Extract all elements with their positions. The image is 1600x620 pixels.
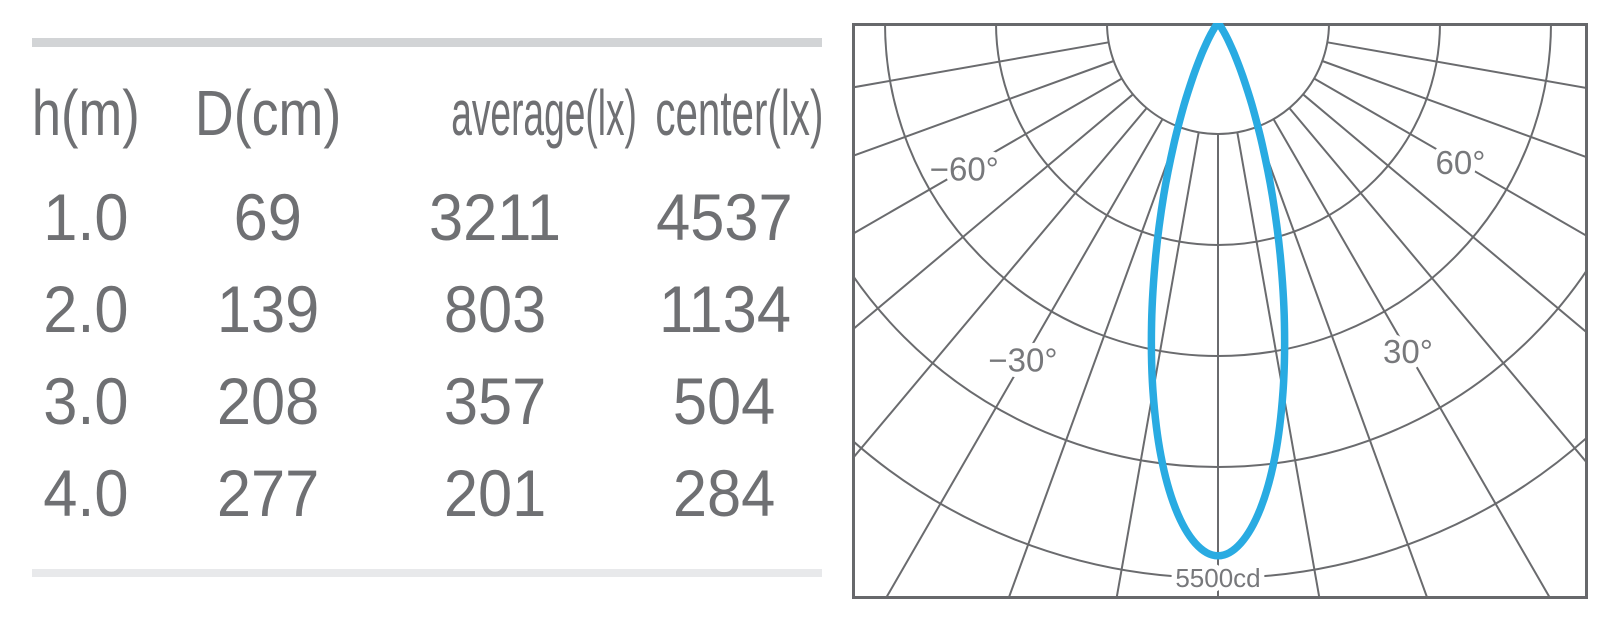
- header-cell-d: D(cm): [152, 67, 384, 159]
- table-bottom-rule: [32, 569, 822, 577]
- polar-ring: [852, 435, 1588, 579]
- table-header: h(m) D(cm) average(lx) center(lx): [20, 67, 843, 159]
- table-cell: 357: [443, 364, 547, 438]
- polar-spoke: [1302, 93, 1588, 335]
- intensity-curve: [1147, 23, 1289, 560]
- polar-grid-spokes: [852, 41, 1588, 599]
- table-cell: 69: [233, 180, 303, 254]
- polar-grid-rings: [852, 23, 1588, 579]
- radial-scale-label: 5500cd: [1175, 563, 1260, 593]
- table-cell: 139: [216, 272, 320, 346]
- polar-spoke: [884, 118, 1164, 599]
- table-cell: 3.0: [43, 364, 129, 438]
- table-rows: 1.0 69 3211 4537 2.0 139 803 1134 3.0 208 357 504 4.…: [20, 171, 843, 539]
- table-row: 3.0 208 357 504: [20, 355, 843, 447]
- polar-spoke: [852, 41, 1109, 89]
- polar-spoke: [852, 60, 1115, 158]
- header-label: average(lx): [451, 77, 637, 149]
- table-cell: 803: [443, 272, 547, 346]
- table-row: 4.0 277 201 284: [20, 447, 843, 539]
- table-cell: 4537: [656, 180, 793, 254]
- polar-spoke: [1313, 77, 1588, 238]
- header-cell-average: average(lx): [384, 67, 637, 159]
- table-cell: 1.0: [43, 180, 129, 254]
- polar-ring: [1106, 23, 1330, 135]
- polar-spoke: [852, 107, 1148, 461]
- polar-spoke: [1236, 132, 1321, 599]
- table-cell: 208: [216, 364, 320, 438]
- polar-spoke: [1272, 118, 1552, 599]
- header-cell-center: center(lx): [606, 67, 843, 159]
- table-cell: 1134: [658, 272, 791, 346]
- angle-label-plus60: 60°: [1436, 144, 1486, 181]
- polar-spoke: [1007, 126, 1181, 599]
- table-cell: 277: [216, 456, 320, 530]
- table-top-rule: [32, 38, 822, 47]
- polar-spoke: [1321, 60, 1588, 159]
- table-cell: 284: [673, 456, 776, 530]
- table-cell: 3211: [428, 180, 562, 254]
- polar-spoke: [852, 77, 1123, 236]
- polar-spoke: [1255, 126, 1429, 599]
- header-label: h(m): [32, 77, 140, 149]
- polar-intensity-diagram: −60° −30° 30° 60° 5500cd: [852, 23, 1588, 599]
- angle-label-minus30: −30°: [988, 342, 1057, 379]
- diagram-border: [852, 23, 1588, 599]
- table-cell: 201: [443, 456, 547, 530]
- header-label: center(lx): [655, 77, 824, 149]
- angle-label-plus30: 30°: [1383, 333, 1433, 370]
- angle-label-minus60: −60°: [930, 151, 999, 188]
- table-row: 2.0 139 803 1134: [20, 263, 843, 355]
- header-cell-h: h(m): [20, 67, 152, 159]
- table-row: 1.0 69 3211 4537: [20, 171, 843, 263]
- polar-spoke: [1327, 41, 1588, 90]
- polar-spoke: [1288, 107, 1588, 466]
- table-cell: 2.0: [43, 272, 129, 346]
- header-label: D(cm): [194, 77, 342, 149]
- table-cell: 4.0: [43, 456, 129, 530]
- polar-spoke: [852, 93, 1134, 332]
- table-cell: 504: [673, 364, 776, 438]
- polar-spoke: [1115, 132, 1200, 599]
